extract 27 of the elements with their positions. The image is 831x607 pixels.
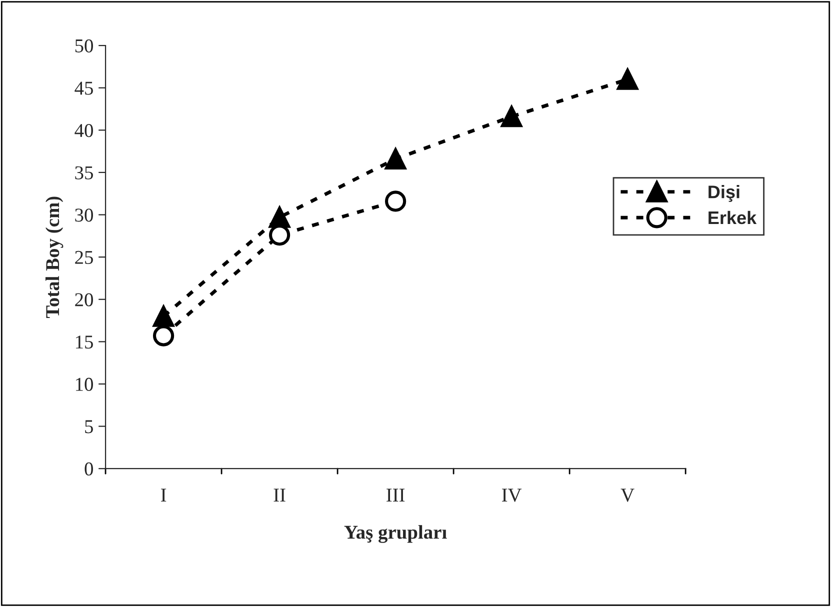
y-tick-label: 5	[85, 420, 93, 434]
y-tick-label: 35	[75, 166, 93, 180]
x-tick-label: V	[620, 488, 634, 502]
x-axis-title: Yaş grupları	[344, 525, 447, 543]
point	[152, 325, 174, 346]
x-tick-label: II	[274, 488, 286, 502]
legend-label: Dişi	[708, 185, 740, 202]
y-tick-label: 10	[76, 378, 93, 391]
point	[268, 206, 290, 228]
point	[501, 106, 522, 128]
y-tick-label: 40	[74, 124, 93, 138]
y-tick-label: 20	[75, 293, 93, 306]
x-tick-label: IV	[502, 488, 522, 502]
x-tick-label: III	[386, 488, 405, 502]
point	[152, 306, 174, 327]
y-tick-label: 25	[75, 250, 93, 264]
y-tick-label: 0	[84, 462, 93, 476]
point	[385, 190, 406, 212]
y-tick-label: 30	[75, 208, 93, 222]
y-tick-label: 50	[75, 39, 93, 52]
y-axis-title: Total Boy (cm)	[45, 196, 64, 318]
y-tick-label: 15	[76, 336, 93, 349]
point	[617, 68, 638, 90]
legend-label: Erkek	[708, 210, 757, 224]
point	[385, 148, 406, 170]
y-tick-label: 45	[74, 82, 93, 95]
x-tick-label: I	[161, 488, 166, 502]
